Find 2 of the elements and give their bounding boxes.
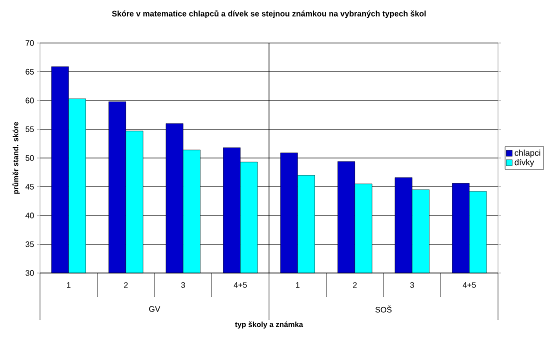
legend-label: chlapci xyxy=(514,150,540,158)
legend-label: dívky xyxy=(514,158,534,167)
